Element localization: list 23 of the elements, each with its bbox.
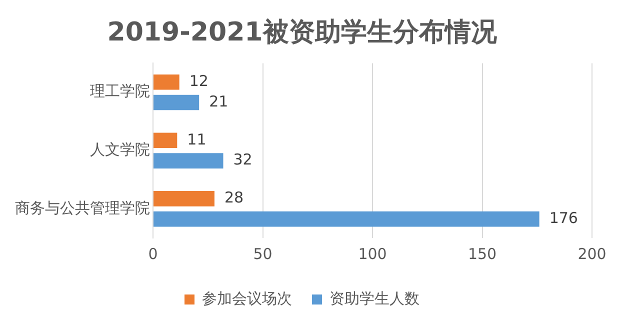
- data-label: 176: [549, 208, 578, 227]
- bar: [154, 211, 540, 227]
- bar: [154, 94, 200, 110]
- legend-label: 资助学生人数: [330, 289, 420, 308]
- data-label: 21: [209, 92, 228, 110]
- legend-label: 参加会议场次: [202, 289, 292, 308]
- data-label: 12: [189, 72, 208, 90]
- bar: [154, 191, 214, 206]
- x-tick-label: 200: [578, 244, 606, 263]
- bar: [154, 74, 180, 90]
- y-tick-label: 人文学院: [90, 140, 150, 158]
- data-label: 32: [233, 150, 252, 169]
- y-tick-label: 理工学院: [90, 82, 150, 100]
- bar: [154, 153, 224, 168]
- data-label: 11: [187, 130, 206, 148]
- chart-title: 2019-2021被资助学生分布情况: [107, 17, 498, 48]
- y-tick-label: 商务与公共管理学院: [15, 198, 150, 217]
- x-tick-label: 50: [253, 244, 272, 263]
- x-tick-label: 0: [148, 244, 158, 263]
- x-tick-label: 150: [468, 244, 497, 263]
- bar: [154, 132, 178, 148]
- x-tick-label: 100: [358, 244, 387, 263]
- data-label: 28: [224, 188, 244, 207]
